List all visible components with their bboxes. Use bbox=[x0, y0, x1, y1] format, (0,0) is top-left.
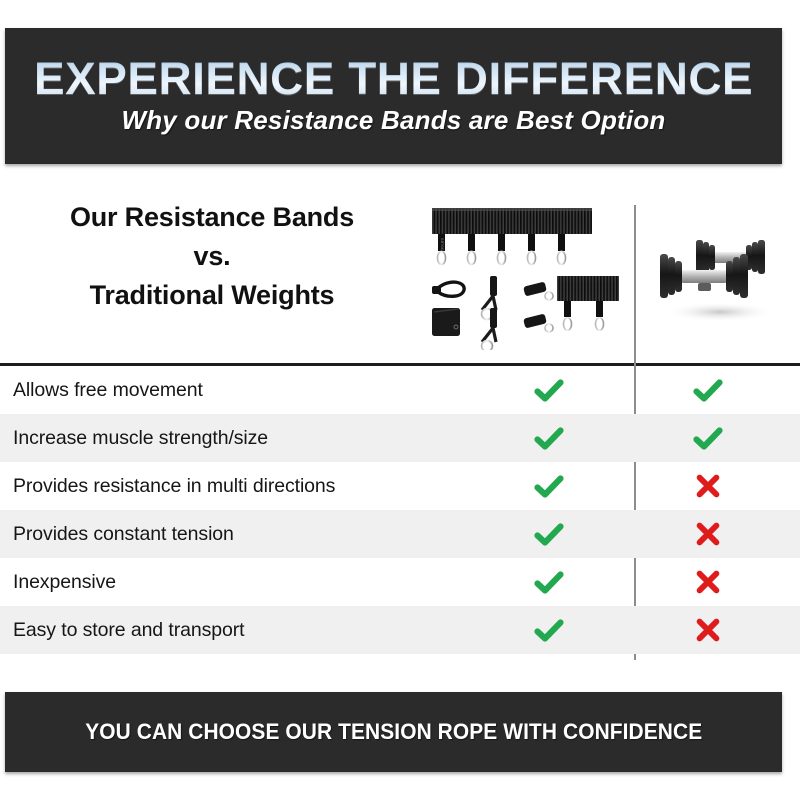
cross-mark-icon bbox=[688, 612, 728, 648]
table-row: Increase muscle strength/size bbox=[0, 414, 800, 462]
cross-mark-icon bbox=[688, 564, 728, 600]
comparison-table-header: Our Resistance Bands vs. Traditional Wei… bbox=[0, 186, 800, 366]
comparison-rows: Allows free movement Increase muscle str… bbox=[0, 366, 800, 654]
table-row: Provides constant tension bbox=[0, 510, 800, 558]
header-banner: EXPERIENCE THE DIFFERENCE Why our Resist… bbox=[5, 28, 782, 164]
cross-mark-icon bbox=[688, 516, 728, 552]
table-row: Provides resistance in multi directions bbox=[0, 462, 800, 510]
svg-text:30LBS: 30LBS bbox=[440, 238, 445, 250]
footer-message: YOU CAN CHOOSE OUR TENSION ROPE WITH CON… bbox=[84, 719, 703, 744]
row-label: Provides resistance in multi directions bbox=[13, 474, 336, 497]
check-mark-icon bbox=[529, 516, 569, 552]
comparison-heading-line-3: Traditional Weights bbox=[89, 280, 335, 311]
row-label: Easy to store and transport bbox=[13, 618, 245, 641]
check-mark-icon bbox=[529, 420, 569, 456]
page-subtitle: Why our Resistance Bands are Best Option bbox=[121, 105, 666, 135]
check-mark-icon bbox=[529, 468, 569, 504]
footer-banner: YOU CAN CHOOSE OUR TENSION ROPE WITH CON… bbox=[5, 692, 782, 772]
comparison-table: Our Resistance Bands vs. Traditional Wei… bbox=[0, 186, 800, 664]
check-mark-icon bbox=[529, 564, 569, 600]
row-label: Increase muscle strength/size bbox=[13, 426, 269, 449]
row-label: Inexpensive bbox=[13, 570, 116, 593]
page-title: EXPERIENCE THE DIFFERENCE bbox=[33, 53, 754, 104]
row-label: Provides constant tension bbox=[13, 522, 234, 545]
table-row: Easy to store and transport bbox=[0, 606, 800, 654]
adjustable-dumbbells-image bbox=[646, 212, 794, 340]
check-mark-icon bbox=[529, 372, 569, 408]
check-mark-icon bbox=[688, 420, 728, 456]
header-separator-rule bbox=[0, 363, 800, 366]
table-row: Allows free movement bbox=[0, 366, 800, 414]
resistance-bands-set-image: 30LBS bbox=[424, 200, 624, 353]
check-mark-icon bbox=[688, 372, 728, 408]
comparison-heading: Our Resistance Bands vs. Traditional Wei… bbox=[12, 198, 412, 315]
comparison-heading-line-1: Our Resistance Bands bbox=[69, 202, 355, 232]
table-row: Inexpensive bbox=[0, 558, 800, 606]
row-label: Allows free movement bbox=[13, 378, 203, 401]
comparison-heading-line-2: vs. bbox=[193, 241, 231, 272]
check-mark-icon bbox=[529, 612, 569, 648]
cross-mark-icon bbox=[688, 468, 728, 504]
